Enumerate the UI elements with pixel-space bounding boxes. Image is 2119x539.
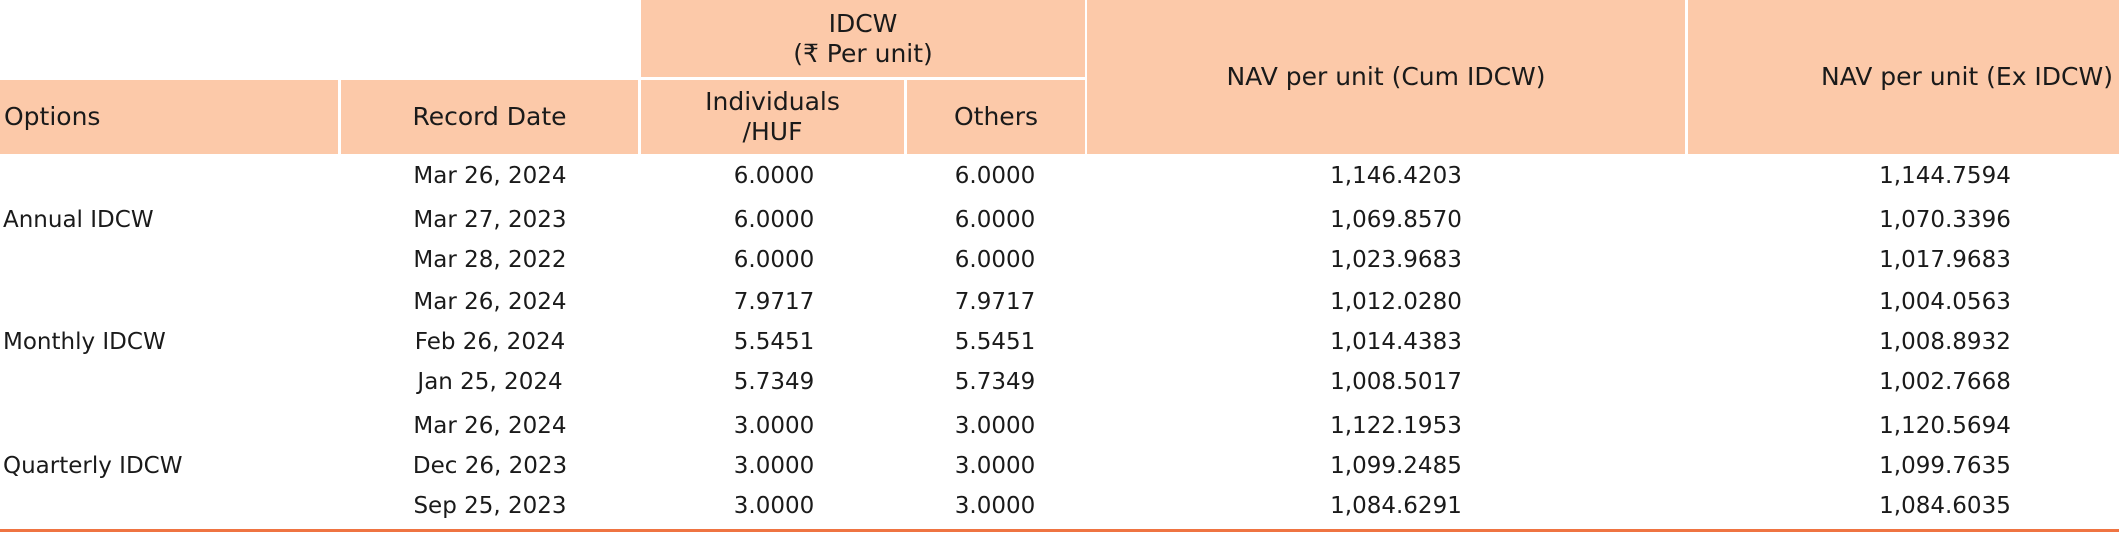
cell-individuals-huf: 6.0000 [733, 247, 815, 273]
header-record-date: Record Date [341, 80, 638, 154]
cell-others: 6.0000 [954, 207, 1036, 233]
cell-individuals-huf: 5.5451 [733, 329, 815, 355]
cell-nav-cum: 1,012.0280 [1330, 289, 1462, 315]
cell-nav-cum: 1,069.8570 [1330, 207, 1462, 233]
option-label: Monthly IDCW [3, 329, 166, 355]
option-label: Quarterly IDCW [3, 453, 183, 479]
cell-nav-ex: 1,084.6035 [1879, 493, 2011, 519]
header-others: Others [907, 80, 1085, 154]
cell-individuals-huf: 6.0000 [733, 207, 815, 233]
cell-nav-ex: 1,008.8932 [1879, 329, 2011, 355]
cell-record-date: Sep 25, 2023 [413, 493, 567, 519]
cell-others: 7.9717 [954, 289, 1036, 315]
cell-record-date: Feb 26, 2024 [414, 329, 566, 355]
cell-individuals-huf: 7.9717 [733, 289, 815, 315]
cell-nav-cum: 1,023.9683 [1330, 247, 1462, 273]
cell-individuals-huf: 3.0000 [733, 453, 815, 479]
cell-record-date: Jan 25, 2024 [417, 369, 563, 395]
cell-others: 3.0000 [954, 493, 1036, 519]
cell-nav-ex: 1,017.9683 [1879, 247, 2011, 273]
cell-record-date: Mar 26, 2024 [413, 289, 567, 315]
cell-others: 3.0000 [954, 453, 1036, 479]
cell-record-date: Mar 27, 2023 [413, 207, 567, 233]
cell-nav-cum: 1,099.2485 [1330, 453, 1462, 479]
cell-nav-cum: 1,122.1953 [1330, 413, 1462, 439]
header-individuals-huf: Individuals /HUF [641, 80, 904, 154]
cell-nav-ex: 1,120.5694 [1879, 413, 2011, 439]
cell-others: 5.5451 [954, 329, 1036, 355]
bottom-rule [0, 529, 2119, 532]
cell-nav-ex: 1,004.0563 [1879, 289, 2011, 315]
cell-others: 5.7349 [954, 369, 1036, 395]
cell-nav-cum: 1,008.5017 [1330, 369, 1462, 395]
cell-individuals-huf: 3.0000 [733, 413, 815, 439]
cell-record-date: Mar 28, 2022 [413, 247, 567, 273]
cell-record-date: Mar 26, 2024 [413, 413, 567, 439]
cell-nav-cum: 1,014.4383 [1330, 329, 1462, 355]
header-idcw-group: IDCW (₹ Per unit) [641, 0, 1085, 77]
header-nav-ex: NAV per unit (Ex IDCW) [1688, 0, 2119, 154]
cell-others: 3.0000 [954, 413, 1036, 439]
cell-nav-ex: 1,144.7594 [1879, 163, 2011, 189]
cell-nav-ex: 1,070.3396 [1879, 207, 2011, 233]
cell-others: 6.0000 [954, 247, 1036, 273]
cell-record-date: Dec 26, 2023 [412, 453, 568, 479]
option-label: Annual IDCW [3, 207, 154, 233]
cell-individuals-huf: 5.7349 [733, 369, 815, 395]
header-options: Options [0, 80, 338, 154]
cell-nav-cum: 1,084.6291 [1330, 493, 1462, 519]
cell-others: 6.0000 [954, 163, 1036, 189]
cell-nav-cum: 1,146.4203 [1330, 163, 1462, 189]
cell-individuals-huf: 6.0000 [733, 163, 815, 189]
cell-nav-ex: 1,002.7668 [1879, 369, 2011, 395]
cell-individuals-huf: 3.0000 [733, 493, 815, 519]
header-nav-cum: NAV per unit (Cum IDCW) [1087, 0, 1685, 154]
cell-nav-ex: 1,099.7635 [1879, 453, 2011, 479]
cell-record-date: Mar 26, 2024 [413, 163, 567, 189]
